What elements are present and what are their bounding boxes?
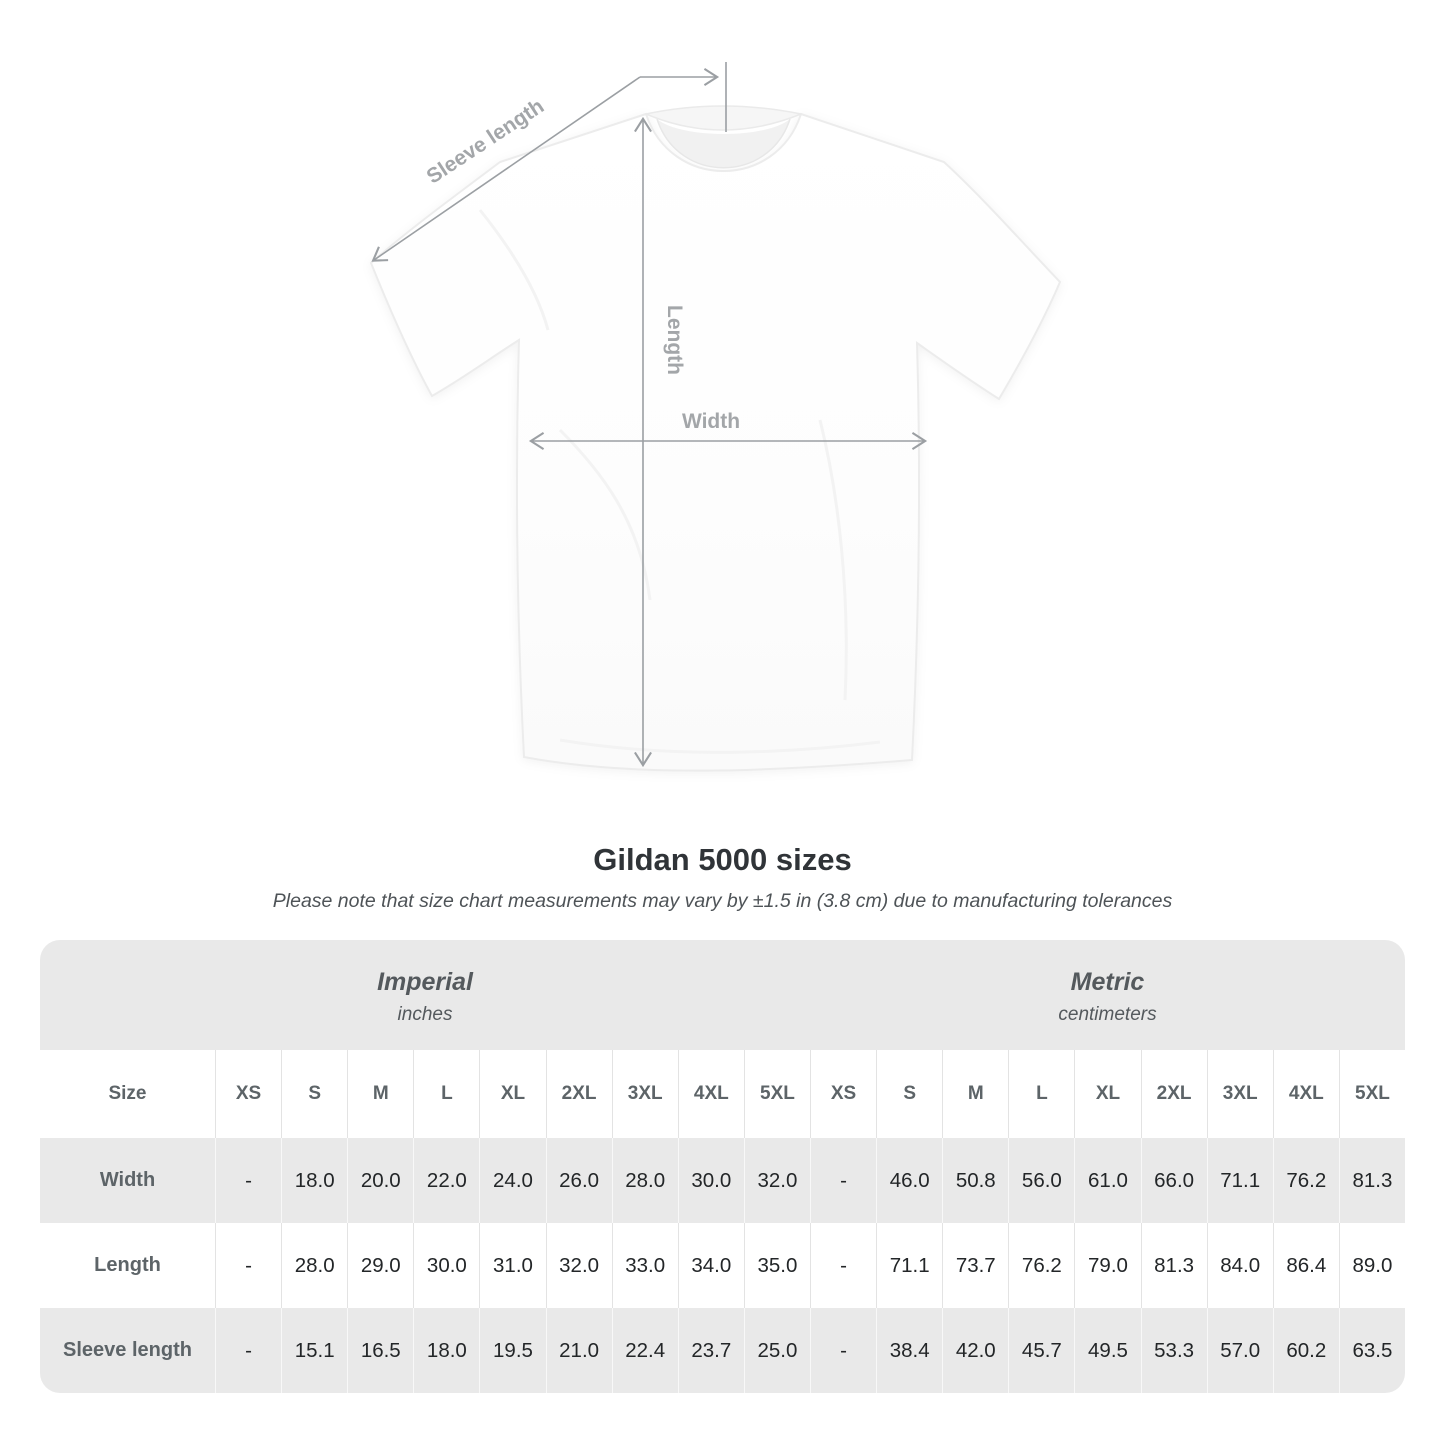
value-cell: 71.1 xyxy=(876,1223,943,1308)
value-cell: 20.0 xyxy=(347,1138,414,1223)
value-cell: 16.5 xyxy=(347,1308,414,1393)
value-cell: 19.5 xyxy=(479,1308,546,1393)
column-header-metric-xl: XL xyxy=(1074,1050,1141,1138)
value-cell: 46.0 xyxy=(876,1138,943,1223)
value-cell: 33.0 xyxy=(611,1223,678,1308)
unit-group-imperial-sublabel: inches xyxy=(397,1004,453,1025)
page-title: Gildan 5000 sizes xyxy=(593,842,852,877)
value-cell: - xyxy=(810,1223,877,1308)
value-cell: 15.1 xyxy=(281,1308,348,1393)
column-header-metric-m: M xyxy=(942,1050,1009,1138)
value-cell: 31.0 xyxy=(479,1223,546,1308)
value-cell: 53.3 xyxy=(1140,1308,1207,1393)
value-cell: 57.0 xyxy=(1206,1308,1273,1393)
value-cell: 71.1 xyxy=(1206,1138,1273,1223)
value-cell: - xyxy=(215,1223,282,1308)
tshirt-measurement-diagram: Sleeve length Length Width xyxy=(369,62,1062,772)
value-cell: 49.5 xyxy=(1074,1308,1141,1393)
value-cell: 29.0 xyxy=(347,1223,414,1308)
value-cell: 30.0 xyxy=(677,1138,744,1223)
size-table: Imperial inches Metric centimeters Size … xyxy=(40,940,1405,1393)
value-cell: 28.0 xyxy=(611,1138,678,1223)
value-cell: - xyxy=(810,1308,877,1393)
value-cell: 45.7 xyxy=(1008,1308,1075,1393)
value-cell: 24.0 xyxy=(479,1138,546,1223)
size-table-grid: Imperial inches Metric centimeters Size … xyxy=(40,940,1405,1393)
value-cell: 28.0 xyxy=(281,1223,348,1308)
value-cell: 18.0 xyxy=(281,1138,348,1223)
column-header-metric-2xl: 2XL xyxy=(1140,1050,1207,1138)
row-label-length: Length xyxy=(40,1223,215,1308)
value-cell: 89.0 xyxy=(1338,1223,1405,1308)
value-cell: 18.0 xyxy=(413,1308,480,1393)
column-header-metric-s: S xyxy=(876,1050,943,1138)
value-cell: 50.8 xyxy=(942,1138,1009,1223)
column-header-imperial-m: M xyxy=(347,1050,414,1138)
tshirt-collar-rib xyxy=(656,118,791,169)
unit-group-metric-label: Metric xyxy=(1070,968,1145,996)
value-cell: 76.2 xyxy=(1272,1138,1339,1223)
row-label-width: Width xyxy=(40,1138,215,1223)
unit-group-metric-sublabel: centimeters xyxy=(1058,1004,1157,1025)
value-cell: 34.0 xyxy=(677,1223,744,1308)
sleeve-length-arrow xyxy=(371,76,641,262)
unit-group-imperial-label: Imperial xyxy=(377,968,473,996)
value-cell: 35.0 xyxy=(743,1223,810,1308)
value-cell: 26.0 xyxy=(545,1138,612,1223)
value-cell: 23.7 xyxy=(677,1308,744,1393)
value-cell: 56.0 xyxy=(1008,1138,1075,1223)
column-header-metric-4xl: 4XL xyxy=(1272,1050,1339,1138)
column-header-imperial-xs: XS xyxy=(215,1050,282,1138)
tshirt-collar-opening xyxy=(657,119,790,168)
length-label: Length xyxy=(663,305,686,375)
column-header-imperial-5xl: 5XL xyxy=(743,1050,810,1138)
value-cell: 21.0 xyxy=(545,1308,612,1393)
value-cell: 38.4 xyxy=(876,1308,943,1393)
tshirt-collar-back xyxy=(643,105,804,131)
value-cell: 86.4 xyxy=(1272,1223,1339,1308)
column-header-size: Size xyxy=(40,1050,215,1138)
dimension-lines xyxy=(371,62,928,768)
value-cell: 79.0 xyxy=(1074,1223,1141,1308)
column-header-imperial-2xl: 2XL xyxy=(545,1050,612,1138)
value-cell: 81.3 xyxy=(1140,1223,1207,1308)
value-cell: - xyxy=(810,1138,877,1223)
row-label-sleeve-length: Sleeve length xyxy=(40,1308,215,1393)
width-label: Width xyxy=(682,410,740,433)
value-cell: 81.3 xyxy=(1338,1138,1405,1223)
value-cell: 22.0 xyxy=(413,1138,480,1223)
column-header-metric-5xl: 5XL xyxy=(1338,1050,1405,1138)
value-cell: 32.0 xyxy=(743,1138,810,1223)
value-cell: 60.2 xyxy=(1272,1308,1339,1393)
unit-group-imperial: Imperial inches xyxy=(40,940,810,1050)
value-cell: 73.7 xyxy=(942,1223,1009,1308)
column-header-metric-3xl: 3XL xyxy=(1206,1050,1273,1138)
value-cell: 66.0 xyxy=(1140,1138,1207,1223)
column-header-metric-l: L xyxy=(1008,1050,1075,1138)
value-cell: 76.2 xyxy=(1008,1223,1075,1308)
column-header-imperial-4xl: 4XL xyxy=(677,1050,744,1138)
value-cell: 42.0 xyxy=(942,1308,1009,1393)
value-cell: 22.4 xyxy=(611,1308,678,1393)
unit-group-metric: Metric centimeters xyxy=(810,940,1405,1050)
tolerance-note: Please note that size chart measurements… xyxy=(272,890,1173,912)
tshirt-body xyxy=(369,112,1062,772)
column-header-imperial-xl: XL xyxy=(479,1050,546,1138)
column-header-metric-xs: XS xyxy=(810,1050,877,1138)
value-cell: 63.5 xyxy=(1338,1308,1405,1393)
column-header-imperial-s: S xyxy=(281,1050,348,1138)
column-header-imperial-l: L xyxy=(413,1050,480,1138)
value-cell: 32.0 xyxy=(545,1223,612,1308)
value-cell: - xyxy=(215,1308,282,1393)
tshirt-illustration xyxy=(369,105,1062,772)
value-cell: 30.0 xyxy=(413,1223,480,1308)
column-header-imperial-3xl: 3XL xyxy=(611,1050,678,1138)
value-cell: 61.0 xyxy=(1074,1138,1141,1223)
value-cell: - xyxy=(215,1138,282,1223)
value-cell: 25.0 xyxy=(743,1308,810,1393)
value-cell: 84.0 xyxy=(1206,1223,1273,1308)
